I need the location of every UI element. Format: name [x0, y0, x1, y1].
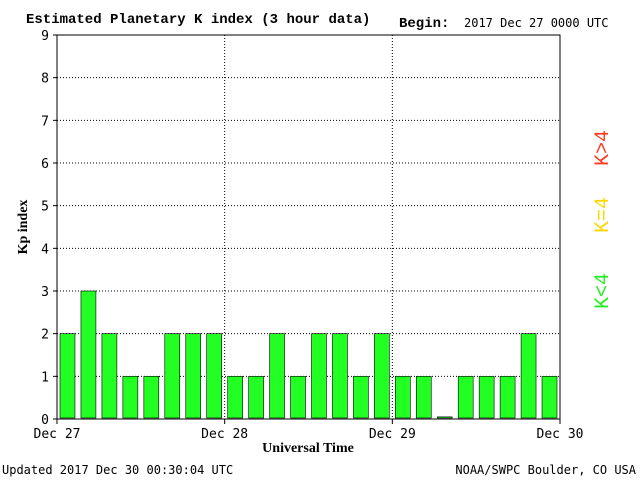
y-axis-label: Kp index	[16, 200, 31, 255]
y-tick-labels: 0 1 2 3 4 5 6 7 8 9	[41, 29, 49, 428]
y-tick-label: 9	[41, 29, 49, 44]
kp-bar	[248, 376, 264, 419]
y-tick-label: 1	[41, 370, 49, 385]
kp-bar	[520, 333, 537, 419]
y-tick-label: 0	[41, 413, 49, 428]
x-tick-labels: Dec 27 Dec 28 Dec 29 Dec 30	[34, 427, 584, 442]
chart-title: Estimated Planetary K index (3 hour data…	[26, 12, 370, 28]
kp-bar	[374, 333, 390, 419]
y-tick-label: 2	[41, 328, 49, 343]
plot-area: 0 1 2 3 4 5 6 7 8 9 Dec 27 Dec 28 Dec 29 Dec 30	[34, 29, 584, 442]
kp-bar	[436, 416, 453, 419]
kp-bar	[353, 376, 369, 419]
kp-bar	[457, 376, 474, 419]
x-tick-label: Dec 29	[369, 427, 416, 442]
kp-bar	[227, 376, 243, 419]
x-tick-label: Dec 27	[34, 427, 81, 442]
kp-bar	[478, 376, 495, 419]
kp-bar	[332, 333, 348, 419]
y-tick-label: 6	[41, 157, 49, 172]
kp-bar	[80, 290, 97, 419]
kp-bar	[185, 333, 202, 419]
kp-bar	[143, 376, 160, 419]
y-tick-label: 3	[41, 285, 49, 300]
kp-bar	[311, 333, 327, 419]
kp-bar	[206, 333, 222, 419]
kp-bar	[122, 376, 139, 419]
kp-bar	[269, 333, 285, 419]
legend-k-equal-4: K=4	[592, 197, 615, 233]
y-tick-label: 4	[41, 242, 49, 257]
y-tick-label: 7	[41, 114, 49, 129]
x-tick-label: Dec 30	[537, 427, 584, 442]
begin-value: 2017 Dec 27 0000 UTC	[464, 16, 609, 30]
y-tick-label: 5	[41, 200, 49, 215]
x-tick-label: Dec 28	[201, 427, 248, 442]
kp-bar	[290, 376, 306, 419]
kp-bar	[395, 376, 411, 419]
kp-bar	[59, 333, 76, 419]
legend-k-less-4: K<4	[592, 273, 615, 309]
grid-lines	[53, 34, 561, 424]
kp-bar	[499, 376, 516, 419]
kp-bar	[101, 333, 118, 419]
kp-bar	[415, 376, 432, 419]
y-tick-label: 8	[41, 72, 49, 87]
kp-bar	[541, 376, 558, 419]
bars	[59, 290, 558, 419]
updated-timestamp: Updated 2017 Dec 30 00:30:04 UTC	[2, 463, 233, 477]
kp-bar	[164, 333, 181, 419]
source-credit: NOAA/SWPC Boulder, CO USA	[455, 463, 636, 477]
plot-frame	[56, 34, 561, 420]
begin-label: Begin:	[399, 16, 449, 32]
legend-k-greater-4: K>4	[592, 130, 615, 166]
x-axis-label: Universal Time	[262, 441, 354, 456]
